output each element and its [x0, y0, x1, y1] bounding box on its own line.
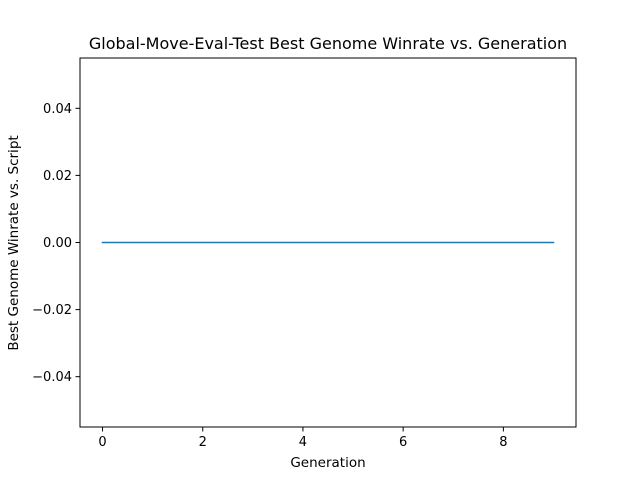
y-tick-label: −0.04: [32, 370, 72, 385]
x-tick-label: 2: [199, 435, 207, 450]
y-tick-label: 0.00: [43, 236, 72, 251]
chart-title: Global-Move-Eval-Test Best Genome Winrat…: [89, 34, 567, 53]
y-axis-label: Best Genome Winrate vs. Script: [6, 135, 22, 350]
y-axis: 0.04 0.02 0.00 −0.02 −0.04: [32, 102, 80, 385]
x-tick-label: 4: [299, 435, 307, 450]
x-tick-label: 6: [399, 435, 407, 450]
y-tick-label: 0.02: [43, 169, 72, 184]
x-axis: 0 2 4 6 8: [98, 427, 507, 450]
x-axis-label: Generation: [290, 455, 365, 471]
x-tick-label: 8: [499, 435, 507, 450]
x-tick-label: 0: [98, 435, 106, 450]
y-tick-label: 0.04: [43, 102, 72, 117]
y-tick-label: −0.02: [32, 303, 72, 318]
